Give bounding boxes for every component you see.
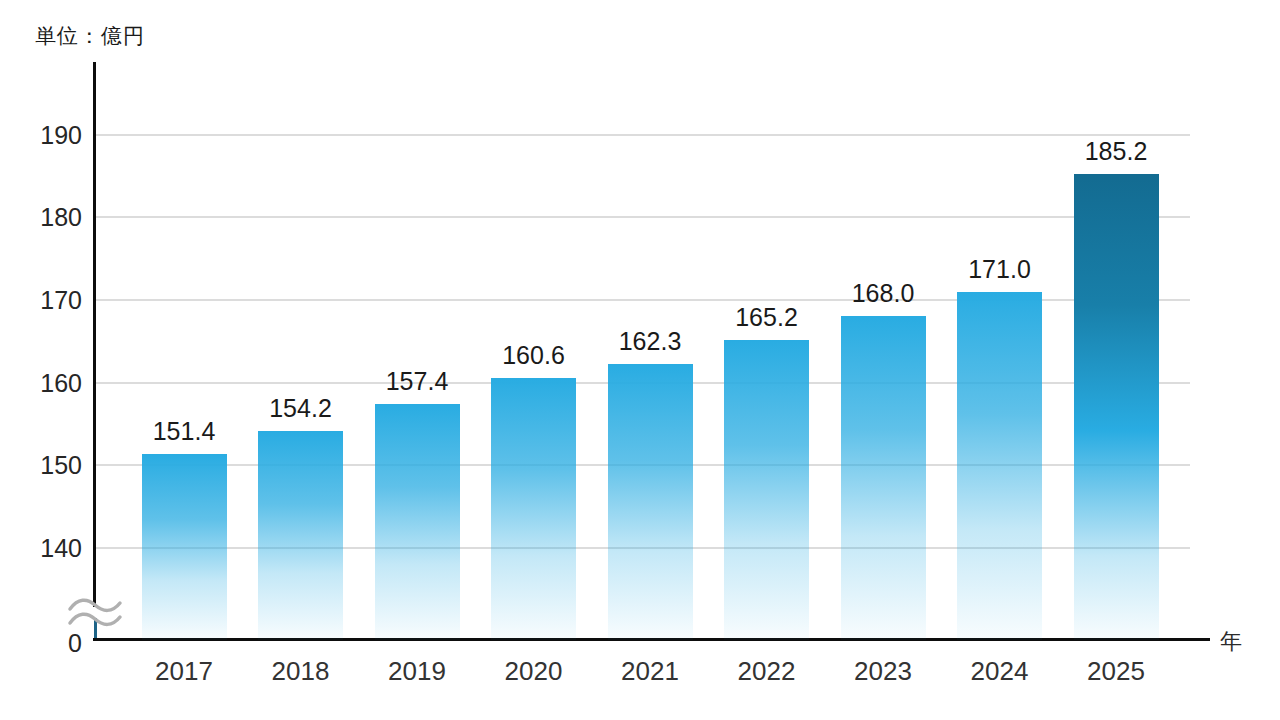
bar-2021 (608, 364, 693, 640)
value-label-2023: 168.0 (818, 279, 948, 308)
gridline-190 (96, 134, 1190, 136)
x-axis-unit-label: 年 (1220, 627, 1242, 657)
x-category-label-2019: 2019 (352, 656, 482, 687)
bar-2019 (375, 404, 460, 640)
x-category-label-2022: 2022 (702, 656, 832, 687)
x-category-label-2025: 2025 (1051, 656, 1181, 687)
value-label-2025: 185.2 (1051, 137, 1181, 166)
value-label-2022: 165.2 (702, 303, 832, 332)
bar-chart: 単位：億円 1901801701601501400 151.42017154.2… (0, 0, 1280, 720)
value-label-2019: 157.4 (352, 367, 482, 396)
y-tick-label-170: 170 (18, 284, 82, 316)
x-category-label-2018: 2018 (236, 656, 366, 687)
y-tick-label-140: 140 (18, 532, 82, 564)
x-category-label-2017: 2017 (119, 656, 249, 687)
bar-2025 (1074, 174, 1159, 640)
value-label-2017: 151.4 (119, 417, 249, 446)
gridline-180 (96, 216, 1190, 218)
value-label-2020: 160.6 (469, 341, 599, 370)
x-category-label-2020: 2020 (469, 656, 599, 687)
x-category-label-2024: 2024 (935, 656, 1065, 687)
y-tick-label-190: 190 (18, 119, 82, 151)
bar-2022 (724, 340, 809, 640)
y-tick-label-180: 180 (18, 201, 82, 233)
unit-label: 単位：億円 (35, 22, 145, 50)
bar-2020 (491, 378, 576, 640)
bar-2018 (258, 431, 343, 640)
value-label-2024: 171.0 (935, 255, 1065, 284)
y-axis-line (93, 62, 96, 607)
value-label-2018: 154.2 (236, 394, 366, 423)
y-tick-label-150: 150 (18, 449, 82, 481)
x-category-label-2023: 2023 (818, 656, 948, 687)
bar-2017 (142, 454, 227, 640)
axis-break-icon (66, 594, 124, 634)
bar-2023 (841, 316, 926, 640)
bar-2024 (957, 292, 1042, 640)
value-label-2021: 162.3 (585, 327, 715, 356)
x-category-label-2021: 2021 (585, 656, 715, 687)
y-tick-label-160: 160 (18, 367, 82, 399)
